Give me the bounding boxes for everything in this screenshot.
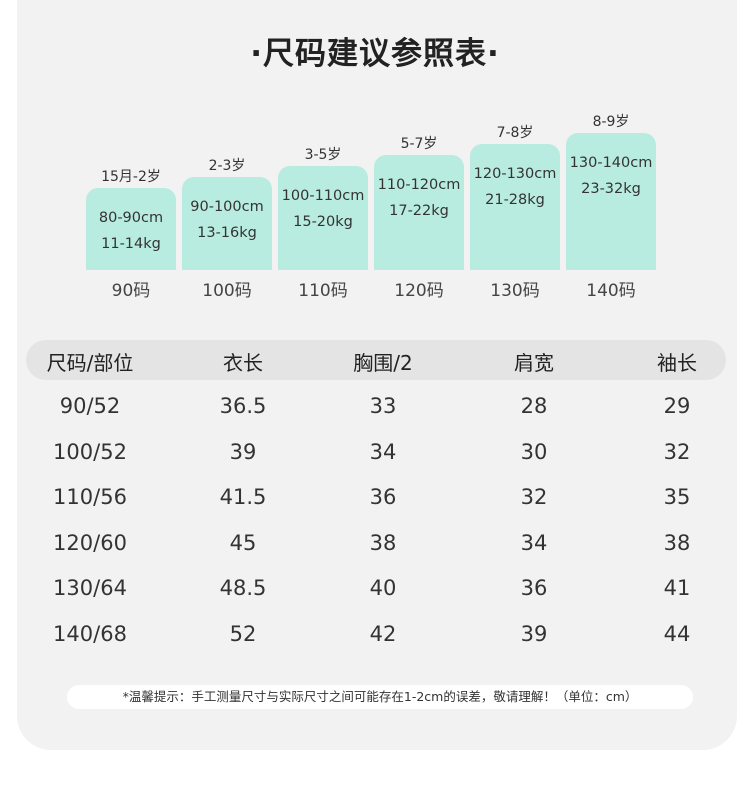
table-cell: 38 — [369, 530, 397, 555]
table-cell: 28 — [520, 394, 548, 418]
size-bar: 120-130cm 21-28kg — [470, 144, 560, 270]
table-cell: 36.5 — [219, 394, 267, 418]
table-cell: 30 — [520, 439, 548, 464]
table-cell: 140/68 — [53, 621, 127, 646]
height-range: 90-100cm — [190, 199, 264, 215]
table-cell: 48.5 — [219, 576, 267, 600]
table-cell: 34 — [520, 530, 548, 555]
table-header — [26, 340, 726, 380]
weight-range: 11-14kg — [101, 236, 161, 252]
weight-range: 13-16kg — [197, 225, 257, 241]
size-bars: 15月-2岁 80-90cm 11-14kg 90码 2-3岁 90-100cm 13-16… — [0, 0, 750, 310]
table-cell: 40 — [369, 576, 397, 600]
table-cell: 36 — [520, 576, 548, 600]
table-cell: 100/52 — [53, 439, 127, 464]
weight-range: 17-22kg — [389, 203, 449, 219]
table-header-cell: 尺码/部位 — [46, 351, 134, 375]
table-cell: 34 — [369, 439, 397, 464]
size-code: 110码 — [298, 281, 348, 301]
table-cell: 52 — [229, 621, 257, 646]
size-code: 90码 — [111, 281, 151, 301]
table-cell: 44 — [663, 621, 691, 646]
table-cell: 130/64 — [53, 576, 127, 600]
height-range: 80-90cm — [98, 210, 164, 226]
weight-range: 23-32kg — [581, 181, 641, 197]
table-header-cell: 衣长 — [223, 351, 263, 375]
table-cell: 39 — [229, 439, 257, 464]
size-bar: 110-120cm 17-22kg — [374, 155, 464, 270]
weight-range: 21-28kg — [485, 192, 545, 208]
table-cell: 41 — [663, 576, 691, 600]
table-header-cell: 袖长 — [657, 351, 697, 375]
height-range: 130-140cm — [569, 155, 653, 171]
size-bar: 80-90cm 11-14kg — [86, 188, 176, 270]
table-cell: 29 — [663, 394, 691, 418]
table-cell: 110/56 — [53, 485, 127, 509]
age-label: 8-9岁 — [592, 114, 630, 130]
table-cell: 45 — [229, 530, 257, 555]
table-header-cell: 肩宽 — [514, 351, 554, 375]
table-cell: 33 — [369, 394, 397, 418]
age-label: 3-5岁 — [304, 147, 342, 163]
table-cell: 38 — [663, 530, 691, 555]
age-label: 5-7岁 — [400, 136, 438, 152]
age-label: 15月-2岁 — [101, 169, 161, 185]
size-bar: 100-110cm 15-20kg — [278, 166, 368, 270]
page-title: ·尺码建议参照表· — [250, 36, 500, 72]
table-cell: 36 — [369, 485, 397, 509]
table-cell: 39 — [520, 621, 548, 646]
size-code: 100码 — [202, 281, 252, 301]
size-bar: 130-140cm 23-32kg — [566, 133, 656, 270]
table-cell: 32 — [520, 485, 548, 509]
age-label: 2-3岁 — [208, 158, 246, 174]
size-bar: 90-100cm 13-16kg — [182, 177, 272, 270]
table-cell: 42 — [369, 621, 397, 646]
table-cell: 90/52 — [59, 394, 121, 418]
size-code: 120码 — [394, 281, 444, 301]
measurement-note: *温馨提示：手工测量尺寸与实际尺寸之间可能存在1-2cm的误差，敬请理解！（单位… — [67, 685, 693, 709]
table-cell: 41.5 — [219, 485, 267, 509]
height-range: 110-120cm — [377, 177, 461, 193]
weight-range: 15-20kg — [293, 214, 353, 230]
age-label: 7-8岁 — [496, 125, 534, 141]
height-range: 100-110cm — [281, 188, 365, 204]
table-cell: 35 — [663, 485, 691, 509]
size-code: 130码 — [490, 281, 540, 301]
size-code: 140码 — [586, 281, 636, 301]
height-range: 120-130cm — [473, 166, 557, 182]
table-cell: 120/60 — [53, 530, 127, 555]
table-header-cell: 胸围/2 — [353, 351, 413, 375]
table-cell: 32 — [663, 439, 691, 464]
